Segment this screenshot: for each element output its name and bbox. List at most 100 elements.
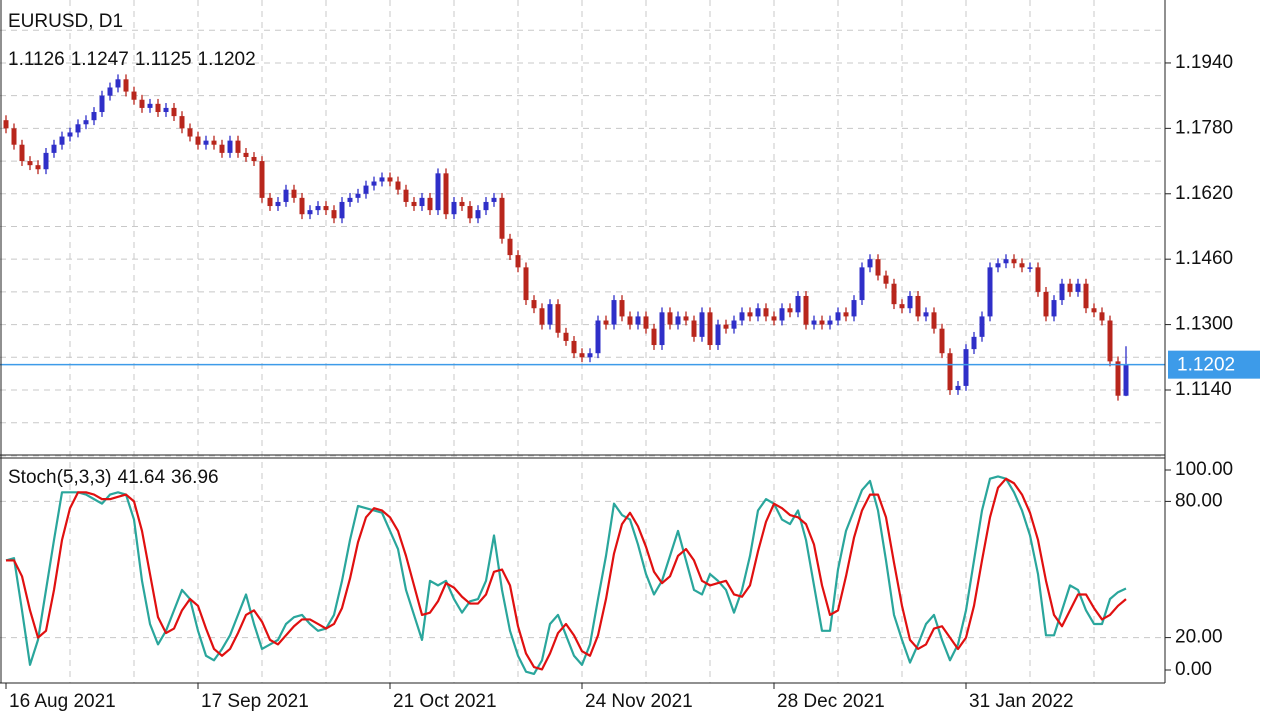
candle-body xyxy=(251,156,257,162)
candle-body xyxy=(939,328,945,354)
y-tick-label: 80.00 xyxy=(1175,490,1223,511)
candle-body xyxy=(139,99,145,108)
candle-body xyxy=(1067,283,1073,292)
candle-body xyxy=(835,312,841,321)
candle-body xyxy=(435,173,441,211)
close-value: 1.1202 xyxy=(198,49,256,70)
candle-body xyxy=(795,295,801,313)
candle-body xyxy=(171,107,177,117)
y-tick-label: 1.1940 xyxy=(1175,52,1233,73)
stoch-line xyxy=(6,477,1127,671)
candle-body xyxy=(1099,312,1105,321)
candle-body xyxy=(163,107,169,113)
candle-body xyxy=(843,312,849,317)
stoch-line xyxy=(5,475,1127,676)
candle-body xyxy=(275,201,281,207)
candle-body xyxy=(779,308,785,321)
candle-body xyxy=(347,197,353,202)
candle-body xyxy=(947,353,953,390)
candle-body xyxy=(219,144,225,153)
candle-body xyxy=(355,193,361,198)
candle-body xyxy=(427,197,433,211)
candle-body xyxy=(859,267,865,301)
candle-body xyxy=(963,349,969,386)
candle-body xyxy=(1035,267,1041,292)
candle-body xyxy=(563,332,569,341)
candle-body xyxy=(891,283,897,305)
candle-body xyxy=(707,312,713,346)
grid xyxy=(0,0,1171,689)
candle-body xyxy=(955,385,961,390)
candle-body xyxy=(123,79,129,92)
candle-body xyxy=(587,353,593,358)
candle-body xyxy=(771,316,777,321)
candle-body xyxy=(971,336,977,350)
candle-body xyxy=(995,263,1001,268)
candle-body xyxy=(555,304,561,333)
candle-body xyxy=(1091,308,1097,313)
indicator-title: Stoch(5,3,3) xyxy=(8,467,112,488)
candle-body xyxy=(299,197,305,215)
candle-body xyxy=(827,320,833,325)
candle-body xyxy=(739,312,745,321)
candle-body xyxy=(283,189,289,202)
candle-body xyxy=(243,152,249,157)
candle-body xyxy=(1051,300,1057,317)
price-tag xyxy=(1168,350,1260,379)
candle-body xyxy=(75,124,81,133)
high-value: 1.1247 xyxy=(71,49,129,70)
y-tick-label: 1.1140 xyxy=(1175,379,1232,400)
candle-body xyxy=(531,300,537,309)
candle-body xyxy=(443,173,449,215)
candle-body xyxy=(83,120,89,125)
candle-body xyxy=(403,189,409,202)
candle-body xyxy=(315,206,321,211)
open-value: 1.1126 xyxy=(8,49,65,70)
y-tick-label: 1.1460 xyxy=(1175,248,1233,269)
candle-body xyxy=(155,103,161,113)
candle-body xyxy=(419,197,425,207)
candle-body xyxy=(571,340,577,354)
candle-body xyxy=(659,312,665,346)
ohlc-readout: 1.1126 1.1247 1.1125 1.1202 xyxy=(8,49,256,70)
chart-title: EURUSD, D1 xyxy=(8,11,123,32)
candle-body xyxy=(483,201,489,211)
x-tick-label: 16 Aug 2021 xyxy=(9,691,116,712)
candle-body xyxy=(267,197,273,207)
candle-body xyxy=(523,267,529,301)
y-tick-label: 1.1620 xyxy=(1175,183,1233,204)
candle-body xyxy=(675,316,681,325)
candle-body xyxy=(99,95,105,113)
candle-body xyxy=(899,304,905,309)
candle-body xyxy=(331,210,337,219)
candle-body xyxy=(1115,361,1121,396)
candle-body xyxy=(19,144,25,162)
price-tag-label: 1.1202 xyxy=(1177,355,1235,376)
candle-body xyxy=(363,185,369,194)
candle-body xyxy=(787,308,793,313)
candle-body xyxy=(107,87,113,96)
candle-body xyxy=(27,161,33,166)
candle-body xyxy=(699,312,705,337)
candle-body xyxy=(715,324,721,346)
candle-body xyxy=(131,91,137,100)
candle-body xyxy=(907,295,913,309)
y-tick-label: 1.1300 xyxy=(1175,314,1233,335)
candle-body xyxy=(931,312,937,329)
candle-body xyxy=(179,116,185,129)
candle-body xyxy=(627,316,633,325)
x-tick-label: 24 Nov 2021 xyxy=(585,691,693,712)
candle-body xyxy=(515,255,521,268)
marks xyxy=(0,74,1165,676)
candle-body xyxy=(387,177,393,182)
candle-body xyxy=(667,312,673,325)
candle-body xyxy=(227,140,233,153)
candle-body xyxy=(507,238,513,256)
candle-body xyxy=(603,320,609,325)
candle-body xyxy=(1123,364,1129,396)
y-tick-label: 100.00 xyxy=(1175,459,1233,480)
candle-body xyxy=(1011,259,1017,264)
candle-body xyxy=(579,353,585,358)
candle-body xyxy=(203,140,209,145)
